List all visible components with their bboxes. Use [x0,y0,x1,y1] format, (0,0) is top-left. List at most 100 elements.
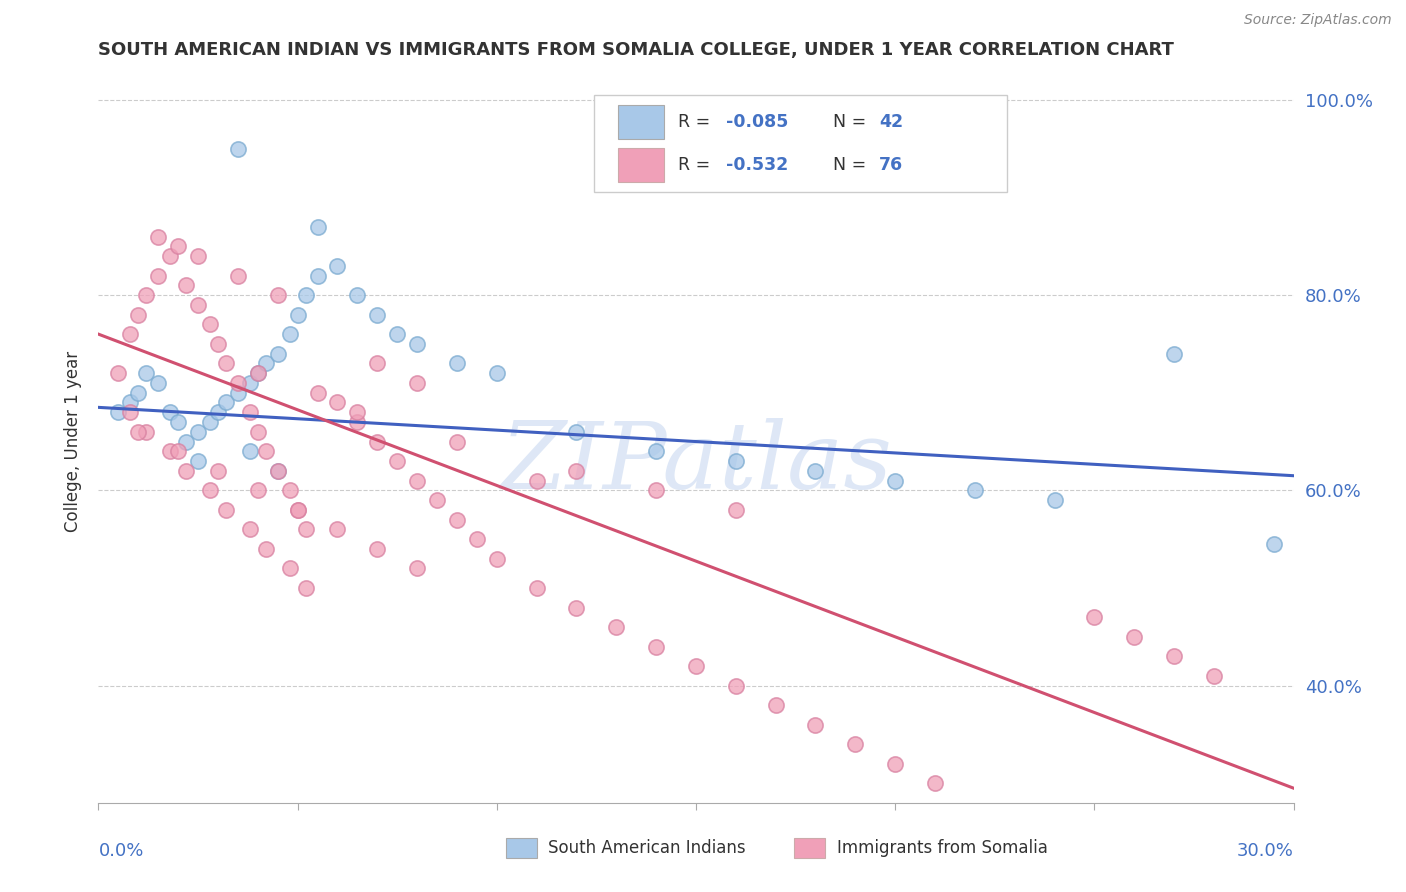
Point [278,483,301,498]
Point [127,385,149,400]
Point [385,454,409,468]
Text: R =: R = [678,156,716,174]
Point [1083,610,1105,624]
Point [246,366,269,380]
Point [246,483,269,498]
Point [254,541,277,556]
Point [1163,649,1185,664]
Point [844,737,866,751]
Point [724,503,747,517]
Point [127,308,149,322]
Point [226,376,249,390]
Point [246,425,269,439]
Text: SOUTH AMERICAN INDIAN VS IMMIGRANTS FROM SOMALIA COLLEGE, UNDER 1 YEAR CORRELATI: SOUTH AMERICAN INDIAN VS IMMIGRANTS FROM… [98,41,1174,59]
Point [207,464,229,478]
Point [120,405,142,419]
Point [267,346,290,360]
Text: 30.0%: 30.0% [1237,842,1294,860]
Point [565,425,588,439]
FancyBboxPatch shape [506,838,537,858]
Point [605,620,627,634]
Point [924,776,946,790]
Point [287,503,309,517]
Point [1202,669,1225,683]
Point [187,298,209,312]
Point [346,405,368,419]
Point [226,385,249,400]
Point [148,229,170,244]
FancyBboxPatch shape [595,95,1007,193]
Point [254,356,277,370]
Point [884,756,907,771]
Point [645,640,668,654]
Point [1043,493,1066,508]
Point [226,268,249,283]
Point [485,366,508,380]
Text: ZIPatlas: ZIPatlas [501,418,891,508]
Point [326,523,349,537]
Point [174,434,197,449]
Point [278,327,301,342]
Point [724,679,747,693]
FancyBboxPatch shape [619,147,664,182]
Point [278,561,301,575]
Point [207,337,229,351]
Point [287,503,309,517]
Point [167,239,190,253]
Point [346,415,368,429]
Point [207,405,229,419]
Text: -0.532: -0.532 [725,156,789,174]
Point [326,395,349,409]
Text: -0.085: -0.085 [725,113,789,131]
FancyBboxPatch shape [794,838,825,858]
Point [198,483,221,498]
Point [107,366,129,380]
Point [765,698,787,713]
Point [565,600,588,615]
Point [239,376,262,390]
Point [267,464,290,478]
Point [198,318,221,332]
Point [159,405,181,419]
Point [645,483,668,498]
Point [446,513,468,527]
Point [884,474,907,488]
Point [724,454,747,468]
Point [239,444,262,458]
Point [385,327,409,342]
Text: Source: ZipAtlas.com: Source: ZipAtlas.com [1244,13,1392,28]
Point [366,541,388,556]
Point [804,464,827,478]
Point [187,454,209,468]
Point [167,444,190,458]
Point [239,405,262,419]
Point [406,337,429,351]
Point [1163,346,1185,360]
Point [135,288,157,302]
Point [127,425,149,439]
Point [294,523,316,537]
Point [307,385,329,400]
Point [135,366,157,380]
Point [215,356,238,370]
Point [366,356,388,370]
Y-axis label: College, Under 1 year: College, Under 1 year [65,351,83,533]
Point [148,376,170,390]
Point [645,444,668,458]
Point [366,308,388,322]
Text: N =: N = [834,156,872,174]
Point [174,278,197,293]
Text: Immigrants from Somalia: Immigrants from Somalia [837,839,1047,857]
Point [366,434,388,449]
Point [804,717,827,731]
Point [159,444,181,458]
Point [215,395,238,409]
Point [267,288,290,302]
Point [526,581,548,595]
Point [446,356,468,370]
Point [267,464,290,478]
Point [167,415,190,429]
Point [135,425,157,439]
Point [685,659,707,673]
Point [963,483,986,498]
